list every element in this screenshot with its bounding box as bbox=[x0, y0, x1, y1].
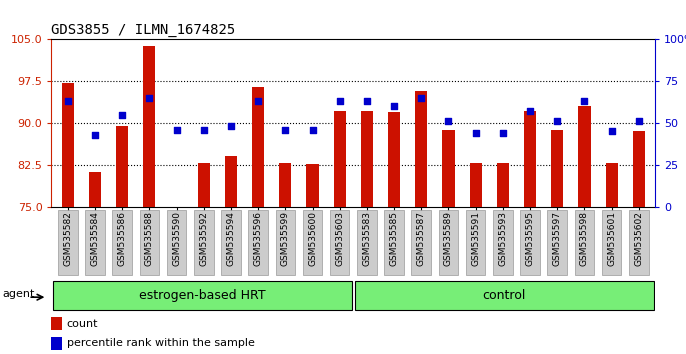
FancyBboxPatch shape bbox=[58, 210, 78, 275]
Point bbox=[416, 95, 427, 101]
Text: GSM535597: GSM535597 bbox=[553, 211, 562, 266]
FancyBboxPatch shape bbox=[629, 210, 648, 275]
Point bbox=[525, 108, 536, 114]
Point bbox=[307, 127, 318, 132]
Text: GSM535586: GSM535586 bbox=[118, 211, 127, 266]
Bar bbox=[62, 82, 74, 207]
Point bbox=[443, 119, 454, 124]
FancyBboxPatch shape bbox=[357, 210, 377, 275]
Bar bbox=[116, 126, 128, 207]
Text: GSM535601: GSM535601 bbox=[607, 211, 616, 266]
FancyBboxPatch shape bbox=[547, 210, 567, 275]
Text: GDS3855 / ILMN_1674825: GDS3855 / ILMN_1674825 bbox=[51, 23, 236, 36]
FancyBboxPatch shape bbox=[303, 210, 322, 275]
Bar bbox=[606, 163, 617, 207]
Point bbox=[362, 98, 372, 104]
Text: GSM535599: GSM535599 bbox=[281, 211, 289, 266]
Point bbox=[252, 98, 263, 104]
Bar bbox=[524, 111, 536, 207]
FancyBboxPatch shape bbox=[355, 281, 654, 310]
FancyBboxPatch shape bbox=[384, 210, 404, 275]
Bar bbox=[89, 172, 101, 207]
Point bbox=[198, 127, 209, 132]
Point bbox=[171, 127, 182, 132]
Point bbox=[62, 98, 73, 104]
Bar bbox=[469, 163, 482, 207]
FancyBboxPatch shape bbox=[221, 210, 241, 275]
Point bbox=[388, 103, 399, 109]
Point bbox=[606, 129, 617, 134]
Text: GSM535583: GSM535583 bbox=[362, 211, 371, 266]
Text: GSM535593: GSM535593 bbox=[498, 211, 508, 266]
Point bbox=[226, 124, 237, 129]
Point bbox=[633, 119, 644, 124]
Text: GSM535598: GSM535598 bbox=[580, 211, 589, 266]
Text: GSM535594: GSM535594 bbox=[226, 211, 235, 266]
FancyBboxPatch shape bbox=[412, 210, 431, 275]
Point bbox=[579, 98, 590, 104]
Text: GSM535600: GSM535600 bbox=[308, 211, 317, 266]
Text: GSM535592: GSM535592 bbox=[199, 211, 209, 266]
Point bbox=[552, 119, 563, 124]
Bar bbox=[578, 106, 591, 207]
Bar bbox=[51, 337, 62, 350]
Bar bbox=[632, 131, 645, 207]
FancyBboxPatch shape bbox=[575, 210, 594, 275]
FancyBboxPatch shape bbox=[520, 210, 540, 275]
Bar bbox=[551, 130, 563, 207]
Text: control: control bbox=[482, 289, 526, 302]
FancyBboxPatch shape bbox=[194, 210, 213, 275]
Text: GSM535589: GSM535589 bbox=[444, 211, 453, 266]
Bar bbox=[307, 165, 318, 207]
Text: GSM535602: GSM535602 bbox=[635, 211, 643, 266]
Text: count: count bbox=[67, 319, 98, 329]
FancyBboxPatch shape bbox=[276, 210, 295, 275]
Point bbox=[470, 130, 481, 136]
FancyBboxPatch shape bbox=[438, 210, 458, 275]
Text: GSM535595: GSM535595 bbox=[525, 211, 534, 266]
Bar bbox=[143, 46, 156, 207]
Text: GSM535596: GSM535596 bbox=[254, 211, 263, 266]
Bar bbox=[198, 163, 210, 207]
Point bbox=[497, 130, 508, 136]
Bar bbox=[361, 111, 373, 207]
Point bbox=[144, 95, 155, 101]
Bar bbox=[225, 155, 237, 207]
Bar bbox=[279, 163, 292, 207]
Bar bbox=[333, 111, 346, 207]
FancyBboxPatch shape bbox=[85, 210, 105, 275]
Bar bbox=[415, 91, 427, 207]
Text: GSM535588: GSM535588 bbox=[145, 211, 154, 266]
Text: GSM535603: GSM535603 bbox=[335, 211, 344, 266]
FancyBboxPatch shape bbox=[167, 210, 187, 275]
Point bbox=[280, 127, 291, 132]
Bar bbox=[497, 163, 509, 207]
Text: GSM535587: GSM535587 bbox=[417, 211, 426, 266]
Text: percentile rank within the sample: percentile rank within the sample bbox=[67, 338, 255, 348]
Bar bbox=[252, 87, 264, 207]
Text: estrogen-based HRT: estrogen-based HRT bbox=[139, 289, 265, 302]
Bar bbox=[388, 112, 400, 207]
Text: GSM535582: GSM535582 bbox=[63, 211, 72, 266]
Point bbox=[334, 98, 345, 104]
Bar bbox=[442, 130, 455, 207]
FancyBboxPatch shape bbox=[330, 210, 349, 275]
FancyBboxPatch shape bbox=[53, 281, 352, 310]
Bar bbox=[51, 318, 62, 330]
Text: GSM535585: GSM535585 bbox=[390, 211, 399, 266]
FancyBboxPatch shape bbox=[602, 210, 622, 275]
FancyBboxPatch shape bbox=[139, 210, 159, 275]
Point bbox=[89, 132, 100, 138]
FancyBboxPatch shape bbox=[466, 210, 486, 275]
Text: agent: agent bbox=[3, 289, 35, 299]
Text: GSM535590: GSM535590 bbox=[172, 211, 181, 266]
FancyBboxPatch shape bbox=[493, 210, 512, 275]
Point bbox=[117, 112, 128, 118]
Text: GSM535584: GSM535584 bbox=[91, 211, 99, 266]
FancyBboxPatch shape bbox=[113, 210, 132, 275]
Text: GSM535591: GSM535591 bbox=[471, 211, 480, 266]
FancyBboxPatch shape bbox=[248, 210, 268, 275]
